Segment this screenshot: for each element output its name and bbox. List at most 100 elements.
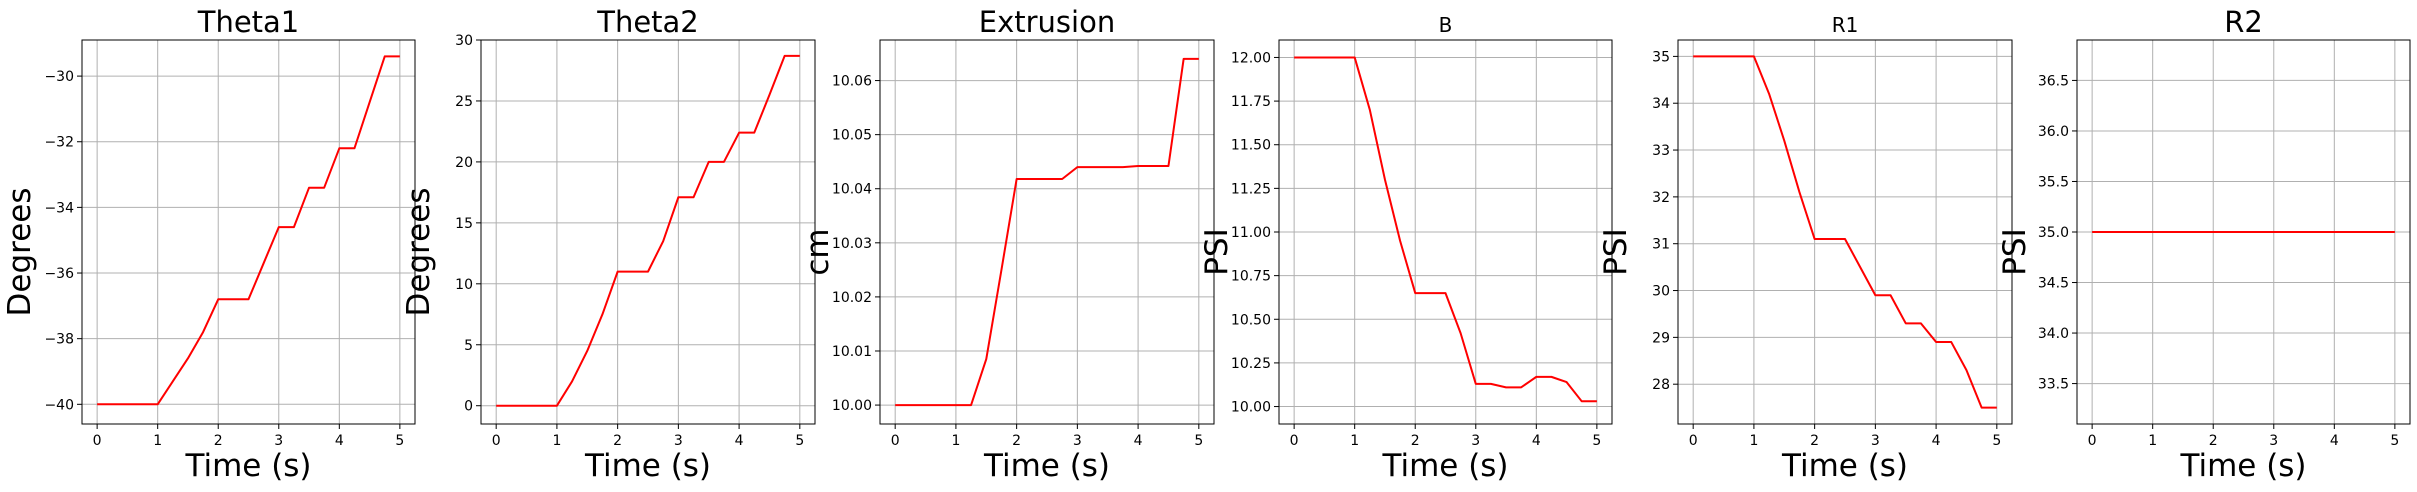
y-tick-label: 11.75 — [1231, 94, 1271, 110]
chart-title: Theta2 — [596, 5, 699, 39]
x-tick-label: 4 — [1532, 433, 1541, 449]
x-axis-label: Time (s) — [983, 448, 1110, 484]
y-tick-label: 32 — [1652, 190, 1670, 206]
y-axis-label: PSI — [1199, 228, 1235, 276]
chart-title: R2 — [2224, 5, 2263, 39]
y-tick-label: 20 — [455, 155, 473, 171]
y-tick-label: 35.0 — [2038, 225, 2069, 241]
x-axis-label: Time (s) — [184, 448, 311, 484]
x-tick-label: 4 — [1134, 433, 1143, 449]
x-tick-label: 1 — [951, 433, 960, 449]
series-line — [895, 57, 1199, 407]
y-tick-label: 10.00 — [832, 398, 872, 414]
x-tick-label: 3 — [2269, 433, 2278, 449]
y-axis-label: cm — [800, 228, 836, 275]
chart-panel-4: 0 1 2 3 4 5 10.00 10.25 10.50 10.75 11.00 11.25 11.5… — [1199, 13, 1613, 484]
x-tick-label: 5 — [1992, 433, 2001, 449]
x-tick-label: 2 — [613, 433, 622, 449]
x-tick-label: 4 — [1932, 433, 1941, 449]
x-tick-label: 5 — [795, 433, 804, 449]
x-tick-label: 5 — [1194, 433, 1203, 449]
x-tick-label: 0 — [2088, 433, 2097, 449]
x-tick-label: 1 — [1749, 433, 1758, 449]
chart-panel-2: 0 1 2 3 4 5 0 5 10 15 20 25 30 Theta2 Time (s) Degrees — [401, 5, 816, 484]
x-tick-label: 3 — [1073, 433, 1082, 449]
x-tick-label: 1 — [2148, 433, 2157, 449]
series-line — [97, 55, 400, 406]
y-tick-label: 12.00 — [1231, 50, 1271, 66]
y-tick-label: 30 — [1652, 284, 1670, 300]
y-tick-label: 11.25 — [1231, 181, 1271, 197]
x-tick-label: 0 — [492, 433, 501, 449]
y-axis-label: Degrees — [2, 188, 38, 317]
y-tick-label: 15 — [455, 216, 473, 232]
y-axis-label: PSI — [1598, 228, 1634, 276]
axes-frame — [879, 39, 1215, 425]
x-axis-label: Time (s) — [1381, 448, 1508, 484]
y-tick-label: −32 — [44, 135, 74, 151]
y-tick-label: 5 — [464, 338, 473, 354]
y-tick-label: 25 — [455, 94, 473, 110]
y-tick-label: −34 — [44, 200, 74, 216]
y-tick-label: 34.5 — [2038, 276, 2069, 292]
y-tick-label: 10.04 — [832, 182, 872, 198]
y-tick-label: 29 — [1652, 330, 1670, 346]
x-tick-label: 2 — [2209, 433, 2218, 449]
y-tick-label: 36.0 — [2038, 124, 2069, 140]
series-line — [1693, 55, 1997, 409]
x-tick-label: 5 — [395, 433, 404, 449]
y-tick-label: 31 — [1652, 237, 1670, 253]
x-tick-label: 3 — [1871, 433, 1880, 449]
x-axis-label: Time (s) — [584, 448, 711, 484]
y-axis-label: Degrees — [401, 188, 437, 317]
y-tick-label: 36.5 — [2038, 73, 2069, 89]
axes-frame — [1677, 39, 2013, 425]
y-tick-label: 34 — [1652, 96, 1670, 112]
chart-title: Extrusion — [979, 5, 1115, 39]
x-axis-label: Time (s) — [1781, 448, 1908, 484]
y-tick-label: 33 — [1652, 143, 1670, 159]
y-tick-label: −38 — [44, 332, 74, 348]
x-tick-label: 2 — [1411, 433, 1420, 449]
y-tick-label: 10.50 — [1231, 312, 1271, 328]
x-tick-label: 2 — [1012, 433, 1021, 449]
y-tick-label: −36 — [44, 266, 74, 282]
y-tick-label: −40 — [44, 397, 74, 413]
x-tick-label: 4 — [335, 433, 344, 449]
series-line — [1294, 56, 1597, 403]
chart-panel-1: 0 1 2 3 4 5 −40 −38 −36 −34 −32 −30 Theta1 Time (s) De… — [2, 5, 416, 484]
y-tick-label: 10.03 — [832, 236, 872, 252]
y-tick-label: 10.01 — [832, 344, 872, 360]
x-tick-label: 2 — [1810, 433, 1819, 449]
x-tick-label: 4 — [2330, 433, 2339, 449]
x-tick-label: 3 — [674, 433, 683, 449]
x-tick-label: 0 — [93, 433, 102, 449]
chart-title: B — [1439, 13, 1453, 37]
y-tick-label: 34.0 — [2038, 326, 2069, 342]
chart-title: Theta1 — [197, 5, 300, 39]
y-tick-label: 11.00 — [1231, 225, 1271, 241]
axes-frame — [480, 39, 816, 425]
x-tick-label: 5 — [1592, 433, 1601, 449]
y-tick-label: 10.02 — [832, 290, 872, 306]
x-tick-label: 3 — [274, 433, 283, 449]
x-tick-label: 3 — [1471, 433, 1480, 449]
y-tick-label: 10.75 — [1231, 269, 1271, 285]
y-tick-label: 30 — [455, 33, 473, 49]
x-tick-label: 2 — [214, 433, 223, 449]
y-tick-label: 10.25 — [1231, 356, 1271, 372]
y-axis-label: PSI — [1997, 228, 2033, 276]
y-tick-label: 10.05 — [832, 128, 872, 144]
x-tick-label: 5 — [2390, 433, 2399, 449]
x-tick-label: 0 — [1290, 433, 1299, 449]
chart-panel-6: 0 1 2 3 4 5 33.5 34.0 34.5 35.0 35.5 36.0 36.5 R2 Time… — [1997, 5, 2411, 484]
series-line — [496, 54, 800, 407]
x-tick-label: 1 — [1350, 433, 1359, 449]
x-tick-label: 1 — [552, 433, 561, 449]
y-tick-label: 35.5 — [2038, 174, 2069, 190]
y-tick-label: −30 — [44, 69, 74, 85]
y-tick-label: 10.00 — [1231, 400, 1271, 416]
y-tick-label: 11.50 — [1231, 138, 1271, 154]
